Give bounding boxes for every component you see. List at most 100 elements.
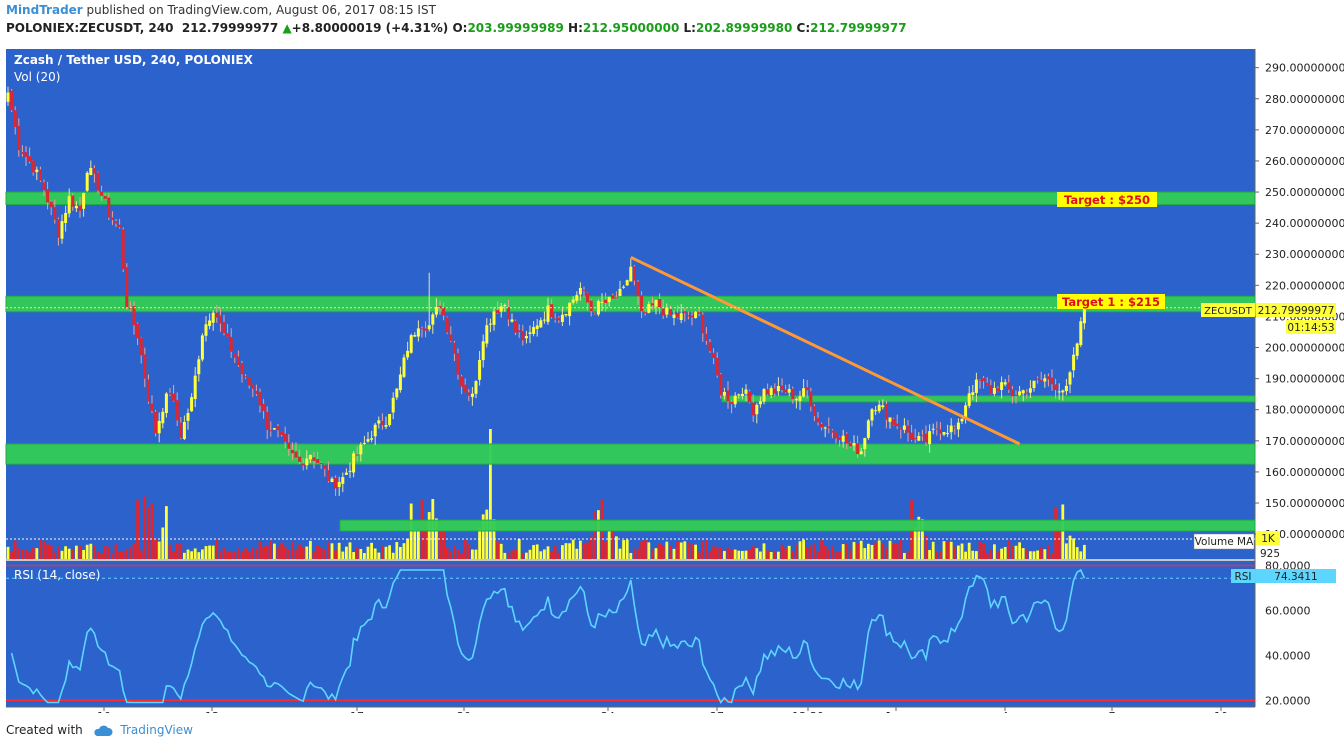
up-arrow-icon: ▲ [282,21,292,35]
close-value: 212.79999977 [810,21,907,35]
candle-body [384,424,388,427]
symbol-price-tag: ZECUSDT [1201,303,1255,317]
candle-body [1032,380,1036,388]
candle-body [301,463,305,466]
volume-bar [327,542,330,559]
tradingview-link[interactable]: TradingView [120,723,193,737]
candle-body [121,229,125,270]
candle-body [758,401,762,405]
svg-text:ZECUSDT: ZECUSDT [1204,306,1253,317]
candle-body [791,388,795,400]
candle-body [647,304,651,313]
volume-bar [845,543,849,559]
volume-bar [809,545,813,559]
candle-body [427,325,431,330]
volume-bar [579,540,582,559]
svg-text:Target 1 : $215: Target 1 : $215 [1062,295,1160,309]
candle-body [618,288,622,297]
price-chart[interactable]: 290.00000000 280.00000000 270.00000000 260.… [0,40,1344,713]
volume-bar [525,552,528,559]
volume-bar [496,540,499,559]
volume-bar [348,542,352,559]
candle-body [1064,385,1068,392]
candle-body [877,404,881,412]
volume-bar [719,547,723,559]
candle-body [557,317,561,321]
rsi-tick-label: 40.0000 [1265,649,1311,662]
price-tick-label: 190.00000000 [1265,373,1344,386]
volume-bar [222,548,226,559]
volume-bar [741,550,744,559]
candle-body [920,435,924,437]
created-with-label: Created with [6,723,83,737]
candle-body [956,422,960,430]
candle-body [571,299,575,303]
ohlc-header: POLONIEX:ZECUSDT, 240 212.79999977 ▲+8.8… [6,21,907,35]
price-zone[interactable] [721,395,1256,403]
volume-bar [701,541,705,559]
volume-bar [381,546,384,559]
time-tick-label: 10 [1214,710,1228,713]
volume-bar [611,526,615,559]
volume-bar [798,541,802,559]
volume-bar [1065,543,1068,559]
candle-body [575,295,579,301]
candle-body [607,296,611,303]
trendline[interactable] [630,256,1021,446]
volume-bar [388,545,391,559]
candle-body [722,391,726,396]
svg-text:1K: 1K [1261,533,1276,545]
candle-body [308,455,312,460]
volume-bar [280,542,283,559]
volume-bar [633,548,636,559]
price-zone[interactable] [5,191,1256,205]
price-zone[interactable] [5,443,1256,465]
candle-body [35,169,39,173]
candle-body [730,402,734,405]
candle-body [812,406,816,416]
volume-bar [291,542,294,559]
candle-body [960,418,964,422]
volume-bar [208,545,211,559]
candle-body [222,322,226,334]
volume-bar [849,550,852,559]
candle-body [895,423,899,427]
candle-body [578,287,582,295]
volume-bar [705,539,708,559]
candle-body [31,160,35,173]
volume-bar [93,546,96,559]
volume-bar [312,551,316,559]
candle-body [1028,388,1032,393]
rsi-pane[interactable] [6,561,1255,707]
trendline-group [6,256,1255,540]
volume-bar [161,527,165,559]
volume-bar [75,545,78,559]
candle-body [258,391,262,406]
published-header: MindTrader published on TradingView.com,… [6,3,436,17]
volume-bar [737,550,741,559]
volume-bar [355,547,359,559]
price-tick-label: 170.00000000 [1265,435,1344,448]
candle-body [204,324,208,336]
price-zone[interactable] [339,519,1256,532]
target-215-label: Target 1 : $215 [1057,294,1165,309]
candle-body [899,428,903,430]
price-tick-label: 270.00000000 [1265,124,1344,137]
candle-body [546,305,550,322]
candle-body [395,388,399,398]
candle-body [766,389,770,395]
candle-body [71,195,75,207]
candle-body [794,399,798,401]
candle-body [654,299,658,307]
candle-body [168,392,172,395]
volume-bar [402,543,406,559]
candle-body [820,423,824,428]
candle-body [521,330,525,341]
volume-bar [453,545,456,559]
volume-bar [507,552,510,559]
candle-body [391,397,395,413]
candle-body [668,309,672,316]
volume-bar [305,546,309,559]
author-name[interactable]: MindTrader [6,3,83,17]
volume-bar [1047,544,1050,559]
